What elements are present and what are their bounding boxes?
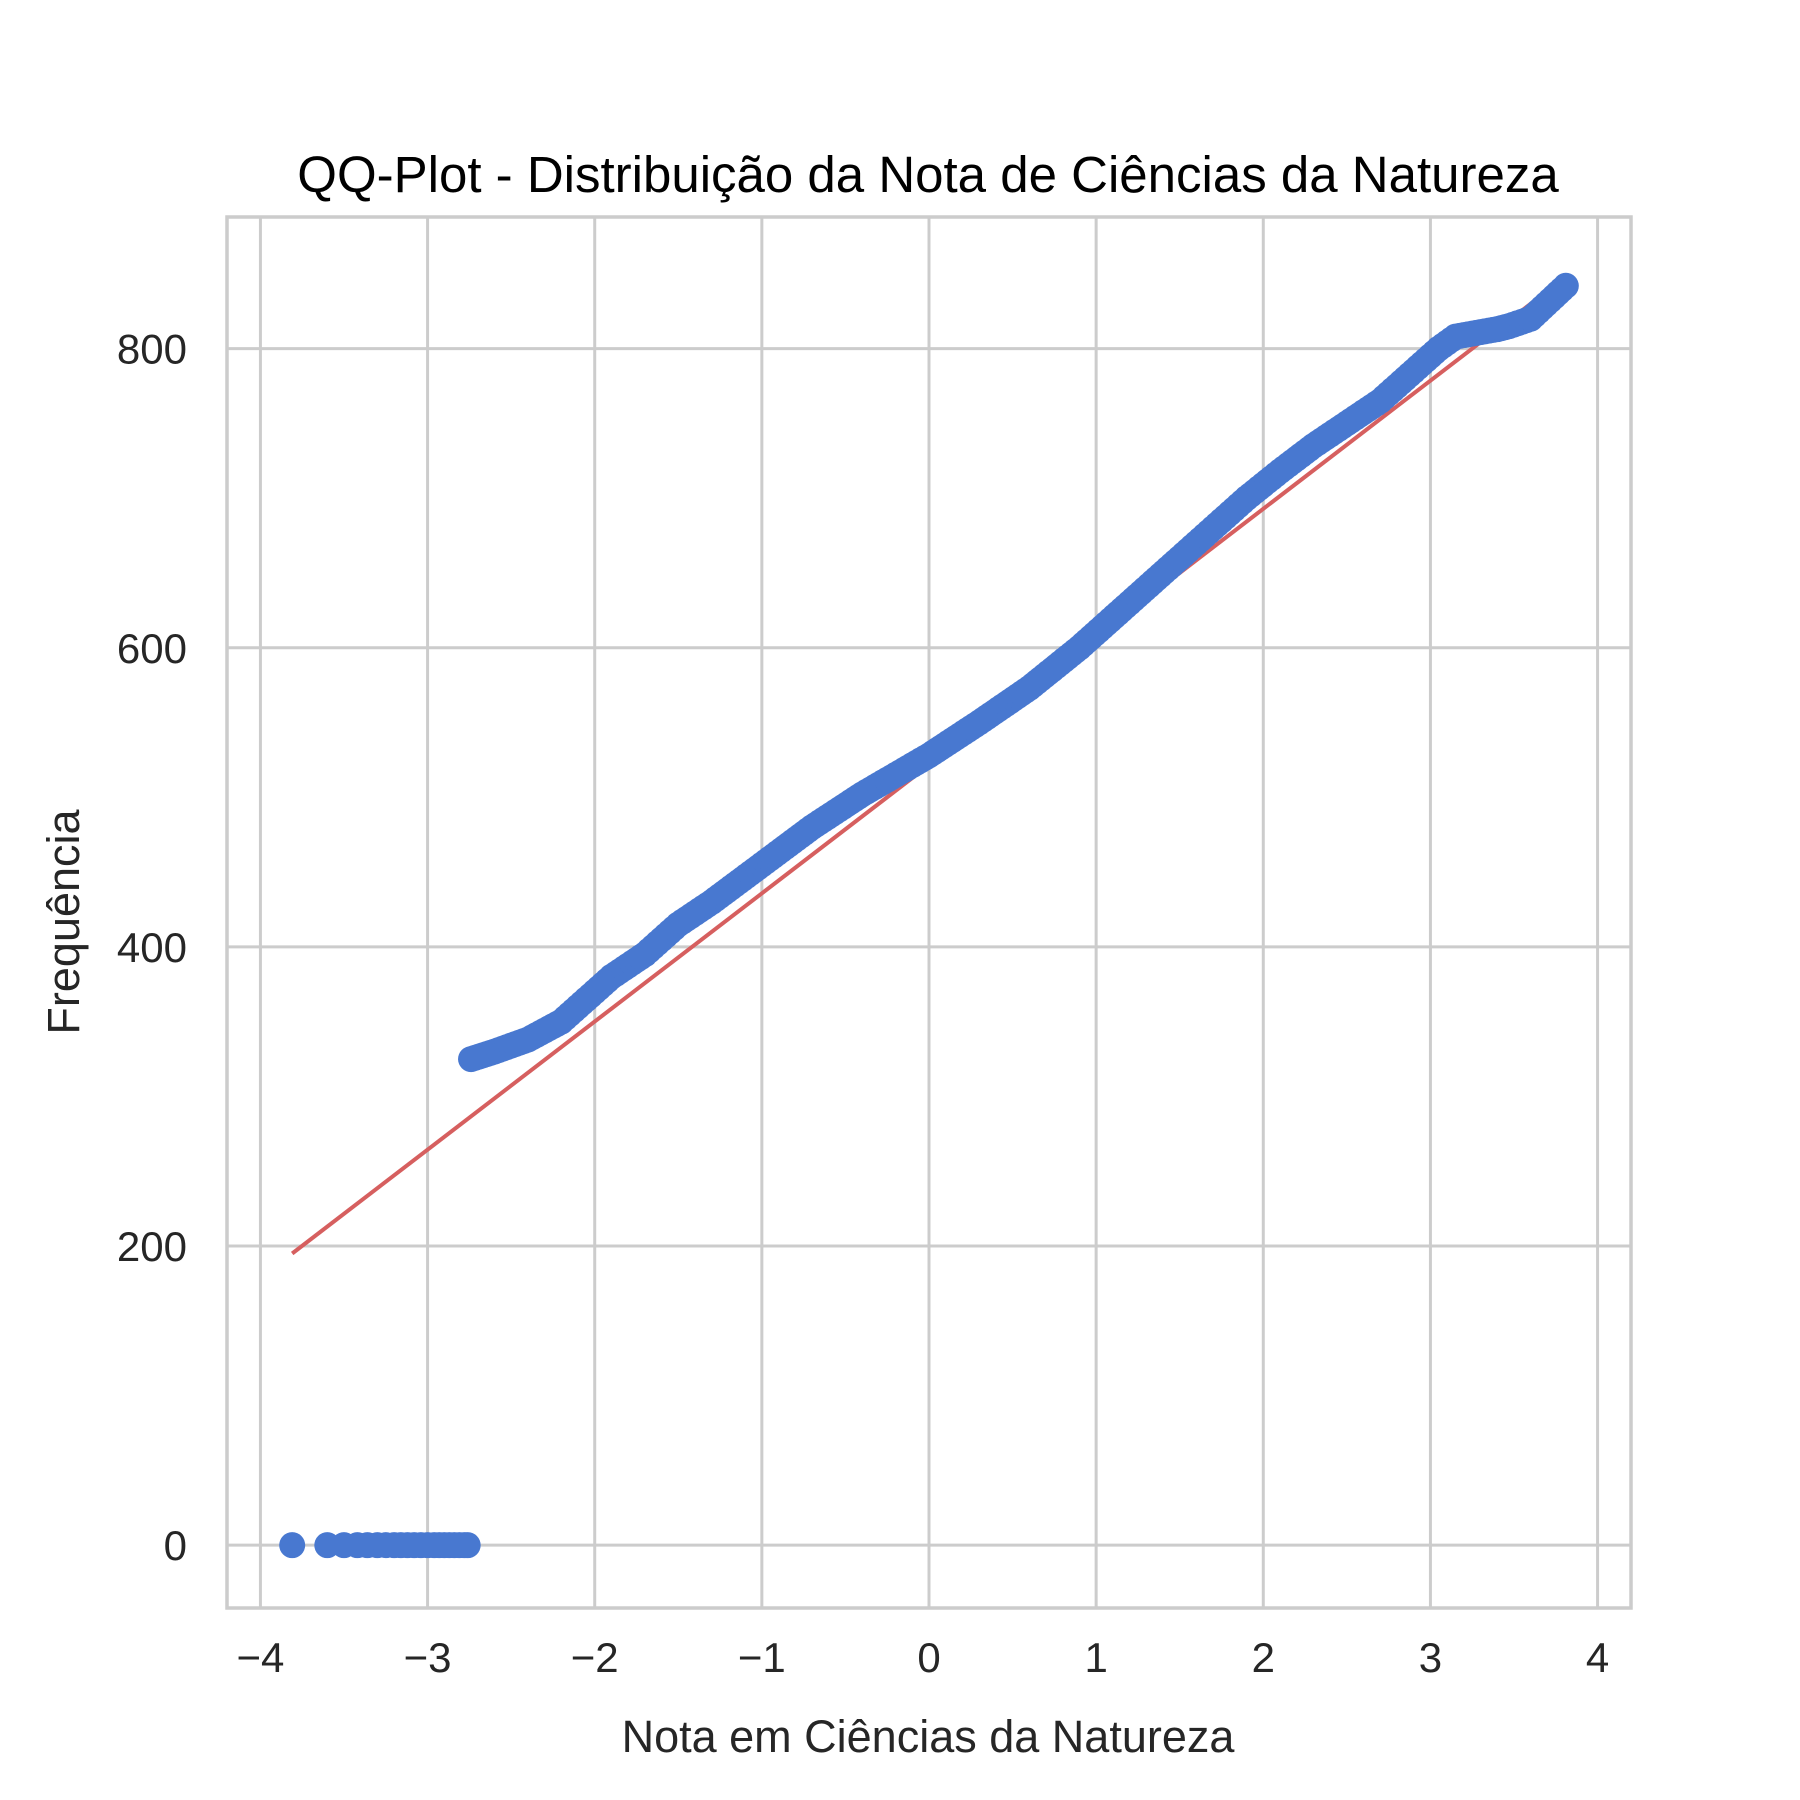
grid [227, 217, 1631, 1608]
x-tick-label: 1 [1084, 1634, 1107, 1681]
y-tick-label: 0 [164, 1522, 187, 1569]
chart-title: QQ-Plot - Distribuição da Nota de Ciênci… [297, 146, 1559, 203]
data-point [1552, 272, 1579, 299]
x-tick-label: 2 [1252, 1634, 1275, 1681]
data-point [454, 1532, 481, 1559]
y-tick-label: 200 [117, 1223, 187, 1270]
points-layer [279, 272, 1579, 1559]
x-tick-label: −4 [236, 1634, 284, 1681]
y-tick-label: 400 [117, 924, 187, 971]
x-tick-label: 0 [917, 1634, 940, 1681]
x-tick-label: −2 [571, 1634, 619, 1681]
data-point [279, 1532, 306, 1559]
x-tick-labels: −4 −3 −2 −1 0 1 2 3 4 [236, 1634, 1609, 1681]
x-tick-label: −1 [738, 1634, 786, 1681]
x-axis-label: Nota em Ciências da Natureza [622, 1711, 1236, 1762]
y-tick-label: 800 [117, 326, 187, 373]
x-tick-label: 4 [1586, 1634, 1609, 1681]
plot-frame [225, 215, 1633, 1610]
x-tick-label: −3 [404, 1634, 452, 1681]
y-tick-label: 600 [117, 625, 187, 672]
y-tick-labels: 0 200 400 600 800 [117, 326, 187, 1570]
x-tick-label: 3 [1419, 1634, 1442, 1681]
y-axis-label: Frequência [38, 808, 89, 1034]
